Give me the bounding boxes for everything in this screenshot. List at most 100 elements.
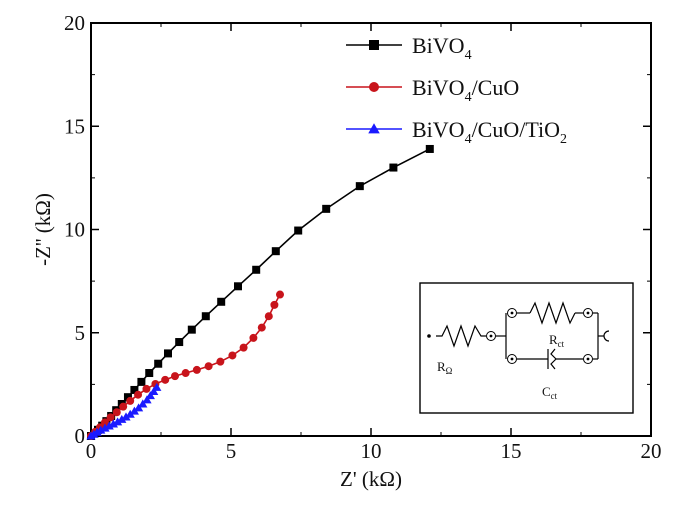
data-point — [142, 384, 151, 393]
circuit-node — [486, 331, 496, 341]
x-tick-label: 5 — [226, 439, 237, 463]
legend-swatch-marker — [369, 40, 379, 50]
series-triangle — [86, 382, 162, 440]
legend-label-subscript: 4 — [465, 132, 472, 147]
data-point — [234, 282, 242, 291]
data-point — [175, 338, 184, 347]
data-point — [355, 182, 364, 191]
data-point — [425, 144, 434, 153]
legend-swatch-marker — [369, 82, 379, 92]
x-tick-label: 20 — [641, 439, 662, 463]
data-point — [137, 377, 146, 386]
data-point — [100, 423, 110, 432]
data-point — [142, 395, 152, 404]
circuit-node-dot — [586, 357, 590, 361]
series-layer — [86, 144, 434, 440]
data-point — [161, 375, 170, 384]
data-point — [322, 204, 331, 213]
circuit-node-dot — [510, 311, 514, 315]
r-ct-resistor — [529, 301, 576, 325]
data-point — [154, 359, 163, 368]
data-point — [101, 418, 109, 427]
data-point — [187, 325, 196, 334]
legend-label-main: BiVO — [412, 117, 465, 142]
circuit-node — [507, 354, 517, 364]
c-ct-label-sub: ct — [551, 391, 558, 401]
legend-item: BiVO4 — [346, 33, 472, 63]
x-tick-label: 10 — [361, 439, 382, 463]
legend-label-main: BiVO — [412, 75, 465, 100]
data-point — [252, 265, 261, 274]
data-point — [249, 333, 258, 342]
data-point — [181, 369, 190, 378]
data-point — [264, 312, 273, 321]
r-omega-label: RΩ — [437, 359, 453, 376]
c-ct-label: Cct — [542, 384, 558, 401]
data-point — [149, 387, 159, 396]
r-ct-label-sub: ct — [558, 339, 565, 349]
data-point — [123, 393, 132, 402]
legend-label-tail: /CuO — [472, 75, 520, 100]
data-point — [192, 365, 201, 374]
data-point — [294, 226, 303, 235]
circuit-node-dot — [586, 311, 590, 315]
legend-item: BiVO4/CuO — [346, 75, 519, 105]
data-point — [228, 351, 237, 360]
data-point — [164, 349, 172, 358]
data-point — [217, 297, 226, 306]
legend-label: BiVO4/CuO/TiO2 — [412, 117, 567, 147]
data-point — [108, 419, 118, 428]
data-point — [389, 163, 398, 172]
r-ct-label: Rct — [549, 332, 565, 349]
data-point — [138, 399, 148, 408]
legend-label-tail: /CuO/TiO — [472, 117, 560, 142]
r-omega-resistor — [436, 324, 486, 348]
data-point — [104, 421, 114, 430]
data-point — [130, 385, 139, 394]
data-point — [239, 343, 248, 352]
legend-label-subscript: 4 — [465, 48, 472, 63]
plot-axes: 0 5 10 15 20 0 5 10 15 20 Z' (kΩ) -Z'' (kΩ) — [31, 11, 662, 491]
data-point — [216, 357, 225, 366]
data-point — [113, 417, 123, 426]
data-point — [152, 382, 162, 391]
y-tick-label: 20 — [64, 11, 85, 35]
legend-label: BiVO4/CuO — [412, 75, 519, 105]
c-ct-label-main: C — [542, 384, 551, 399]
x-tick-label: 0 — [86, 439, 97, 463]
legend-label-subscript-2: 2 — [560, 132, 567, 147]
y-tick-label: 15 — [64, 114, 85, 138]
data-point — [112, 408, 121, 417]
r-ct-label-main: R — [549, 332, 558, 347]
r-omega-label-main: R — [437, 359, 446, 374]
data-point — [270, 300, 279, 309]
data-point — [134, 390, 143, 399]
data-point — [276, 290, 284, 299]
data-point — [117, 414, 127, 423]
legend-label-main: BiVO — [412, 33, 465, 58]
data-point — [126, 396, 135, 405]
data-point — [145, 391, 155, 400]
legend-label: BiVO4 — [412, 33, 472, 63]
r-omega-label-sub: Ω — [446, 366, 453, 376]
data-point — [145, 369, 154, 378]
data-point — [129, 406, 139, 415]
data-point — [271, 247, 280, 256]
data-point — [92, 427, 102, 436]
legend-item: BiVO4/CuO/TiO2 — [346, 117, 567, 147]
inset-frame — [419, 282, 634, 414]
x-axis-title: Z' (kΩ) — [340, 467, 402, 491]
data-point — [204, 362, 213, 371]
y-axis-title: -Z'' (kΩ) — [31, 193, 55, 266]
data-point — [125, 409, 135, 418]
data-point — [171, 372, 179, 381]
data-point — [121, 412, 131, 421]
circuit-terminal-left — [427, 334, 431, 338]
circuit-terminal-right — [603, 330, 610, 342]
data-point — [96, 425, 106, 434]
x-tick-label: 15 — [501, 439, 522, 463]
legend-label-subscript: 4 — [465, 90, 472, 105]
